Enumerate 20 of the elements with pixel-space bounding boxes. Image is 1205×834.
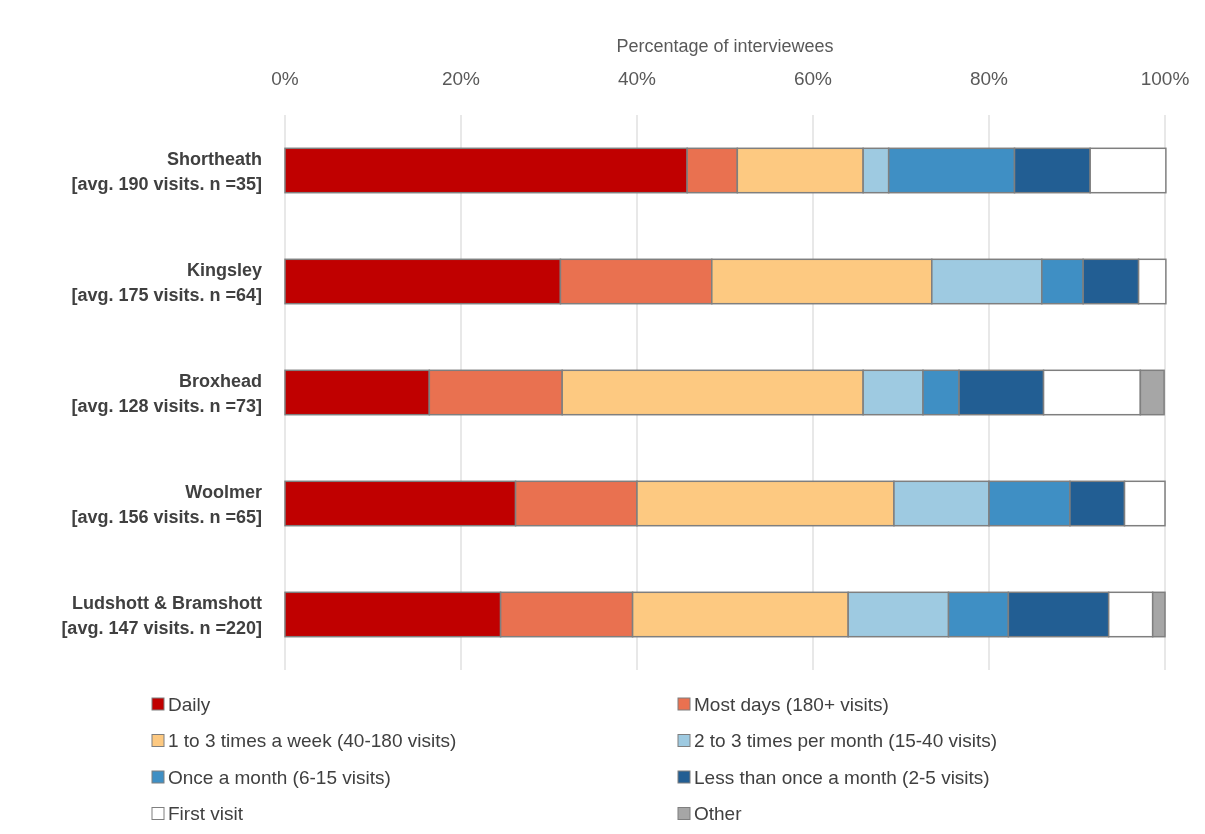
x-tick-label: 60% (793, 68, 833, 89)
y-tick-label: Kingsley [avg. 175 visits. n =64] (71, 259, 262, 305)
legend-label: First visit (168, 803, 244, 824)
x-tick-label: 40% (617, 68, 657, 89)
legend-label: Less than once a month (2-5 visits) (694, 766, 990, 788)
legend-label: 1 to 3 times a week (40-180 visits) (168, 730, 457, 751)
legend-label: Other (694, 803, 743, 824)
y-tick-label: Broxhead [avg. 128 visits. n =73] (71, 370, 262, 416)
x-tick-label: 100% (1140, 68, 1190, 89)
y-tick-label: Ludshott & Bramshott [avg. 147 visits. n =220] (61, 592, 263, 638)
x-tick-label: 0% (271, 68, 299, 89)
legend-label: Most days (180+ visits) (694, 693, 889, 715)
legend-label: 2 to 3 times per month (15-40 visits) (694, 730, 998, 751)
y-tick-label: Woolmer [avg. 156 visits. n =65] (71, 481, 262, 527)
legend-label: Daily (168, 693, 211, 715)
y-tick-label: Shortheath [avg. 190 visits. n =35] (71, 148, 262, 194)
legend-label: Once a month (6-15 visits) (168, 766, 391, 788)
x-axis-title: Percentage of interviewees (616, 36, 834, 56)
x-tick-label: 80% (969, 68, 1009, 89)
x-tick-label: 20% (441, 68, 481, 89)
